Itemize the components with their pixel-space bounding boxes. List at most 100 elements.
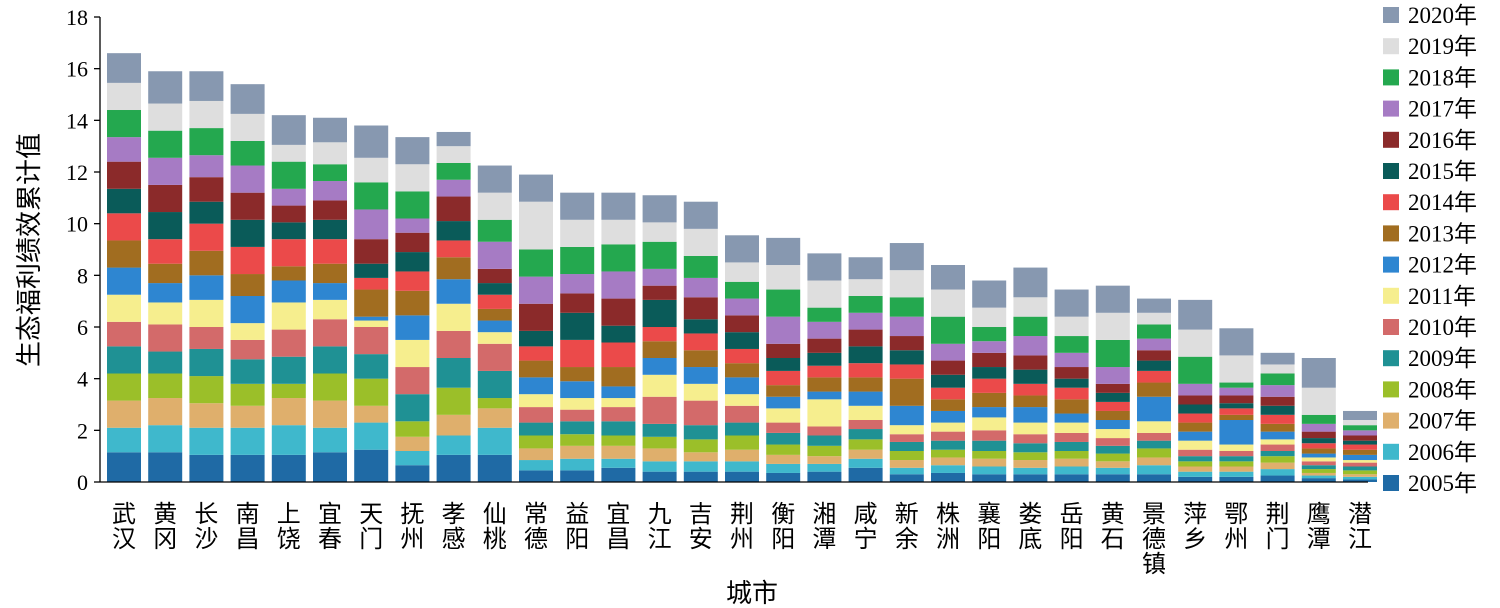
bar-segment-荆门-2008年 (1260, 456, 1295, 463)
bar-segment-株洲-2012年 (931, 410, 965, 423)
bar-segment-咸宁-2016年 (848, 329, 883, 347)
bar-segment-宜春-2014年 (313, 239, 347, 264)
bar-segment-萍乡-2006年 (1178, 471, 1213, 477)
bar-segment-荆门-2014年 (1260, 414, 1295, 424)
bar-segment-黄石-2016年 (1095, 383, 1130, 393)
bar-segment-株洲-2007年 (931, 457, 965, 466)
bar-segment-长沙-2008年 (189, 376, 224, 404)
category-labels: 武汉黄冈长沙南昌上饶宜春天门抚州孝感仙桃常德益阳宜昌九江吉安荆州衡阳湘潭咸宁新余… (112, 501, 1372, 578)
bar-segment-株洲-2010年 (931, 431, 965, 441)
bar-segment-抚州-2006年 (395, 451, 430, 466)
bar-segment-株洲-2018年 (931, 316, 965, 344)
bar-segment-襄阳-2009年 (972, 440, 1007, 451)
bar-segment-九江-2020年 (642, 195, 677, 223)
bar-segment-吉安-2019年 (683, 228, 718, 256)
bar-segment-黄石-2014年 (1095, 401, 1130, 411)
bar-segment-常德-2017年 (519, 276, 553, 304)
y-tick-label: 10 (66, 212, 88, 237)
x-tick-label-宜春: 宜春 (318, 501, 342, 553)
bar-segment-鄂州-2015年 (1219, 403, 1254, 409)
bar-segment-黄石-2013年 (1095, 410, 1130, 420)
bar-segment-长沙-2012年 (189, 275, 224, 300)
bar-segment-湘潭-2009年 (807, 435, 842, 446)
bar-segment-新余-2013年 (889, 378, 924, 406)
bar-segment-上饶-2013年 (271, 266, 306, 281)
bar-segment-襄阳-2015年 (972, 367, 1007, 379)
bar-segment-上饶-2005年 (271, 454, 306, 483)
x-tick-label-娄底: 娄底 (1018, 501, 1042, 553)
bar-segment-荆门-2019年 (1260, 364, 1295, 374)
bar-segment-荆门-2007年 (1260, 462, 1295, 470)
bar-segment-景德镇-2016年 (1137, 350, 1171, 361)
bar-segment-九江-2012年 (642, 358, 677, 375)
legend-swatch-2015年 (1383, 163, 1399, 179)
bar-segment-荆门-2010年 (1260, 444, 1295, 451)
x-tick-label-黄冈: 黄冈 (153, 501, 177, 553)
bar-segment-鄂州-2014年 (1219, 408, 1254, 415)
bar-segment-咸宁-2010年 (848, 420, 883, 430)
bar-segment-萍乡-2013年 (1178, 422, 1213, 432)
bar-segment-岳阳-2014年 (1054, 387, 1089, 400)
bar-segment-岳阳-2009年 (1054, 441, 1089, 451)
bar-segment-景德镇-2014年 (1137, 370, 1171, 383)
bar-segment-衡阳-2005年 (766, 472, 801, 482)
bar-segment-长沙-2011年 (189, 299, 224, 328)
bar-segment-湘潭-2007年 (807, 456, 842, 464)
bar-segment-新余-2018年 (889, 297, 924, 317)
bar-segment-上饶-2006年 (271, 425, 306, 455)
bar-segment-鄂州-2006年 (1219, 471, 1254, 477)
bar-segment-潜江-2008年 (1343, 470, 1377, 475)
bar-segment-襄阳-2007年 (972, 458, 1007, 467)
bar-segment-景德镇-2015年 (1137, 360, 1171, 371)
bar-segment-常德-2005年 (519, 470, 553, 483)
bar-segment-上饶-2014年 (271, 239, 306, 267)
bar-segment-孝感-2009年 (436, 358, 471, 388)
bar-segment-抚州-2005年 (395, 465, 430, 482)
bar-segment-黄冈-2018年 (148, 130, 183, 158)
bar-segment-岳阳-2011年 (1054, 422, 1089, 433)
bar-segment-南昌-2019年 (230, 113, 265, 141)
bar-segment-长沙-2014年 (189, 223, 224, 251)
x-tick-label-益阳: 益阳 (565, 501, 589, 553)
bar-segment-九江-2019年 (642, 222, 677, 242)
bar-segment-吉安-2012年 (683, 367, 718, 384)
bar-segment-天门-2005年 (354, 449, 389, 482)
bar-segment-抚州-2016年 (395, 232, 430, 253)
bar-segment-九江-2015年 (642, 299, 677, 328)
legend-label-2013年: 2013年 (1408, 221, 1477, 246)
bar-segment-新余-2005年 (889, 474, 924, 482)
bar-segment-株洲-2020年 (931, 265, 965, 290)
bar-segment-咸宁-2018年 (848, 296, 883, 313)
bar-segment-武汉-2017年 (107, 137, 141, 162)
bar-segment-抚州-2012年 (395, 315, 430, 340)
y-tick-label: 14 (66, 108, 88, 133)
x-tick-label-长沙: 长沙 (194, 501, 218, 553)
bar-segment-南昌-2015年 (230, 219, 265, 247)
bar-segment-益阳-2010年 (560, 409, 595, 422)
bar-segment-孝感-2017年 (436, 179, 471, 197)
bar-segment-衡阳-2009年 (766, 432, 801, 445)
bar-segment-仙桃-2012年 (477, 320, 512, 333)
bar-segment-潜江-2019年 (1343, 420, 1377, 426)
bar-segment-黄冈-2019年 (148, 103, 183, 131)
bar-segment-黄冈-2020年 (148, 71, 183, 104)
bar-segment-上饶-2011年 (271, 302, 306, 330)
bar-segment-咸宁-2007年 (848, 449, 883, 459)
legend-swatch-2014年 (1383, 194, 1399, 211)
bar-segment-鄂州-2009年 (1219, 456, 1254, 462)
bar-segment-南昌-2009年 (230, 359, 265, 384)
bar-segment-新余-2012年 (889, 405, 924, 426)
bar-segment-武汉-2014年 (107, 213, 141, 241)
bar-segment-岳阳-2006年 (1054, 466, 1089, 475)
bar-segment-天门-2010年 (354, 327, 389, 355)
x-tick-label-仙桃: 仙桃 (483, 501, 507, 553)
bar-segment-襄阳-2017年 (972, 341, 1007, 353)
bar-segment-黄石-2019年 (1095, 312, 1130, 340)
x-tick-label-咸宁: 咸宁 (854, 501, 878, 553)
bar-segment-南昌-2018年 (230, 141, 265, 166)
legend-swatch-2006年 (1383, 443, 1399, 460)
bar-segment-荆州-2012年 (725, 377, 759, 395)
bar-segment-抚州-2007年 (395, 436, 430, 451)
bar-segment-益阳-2014年 (560, 339, 595, 368)
